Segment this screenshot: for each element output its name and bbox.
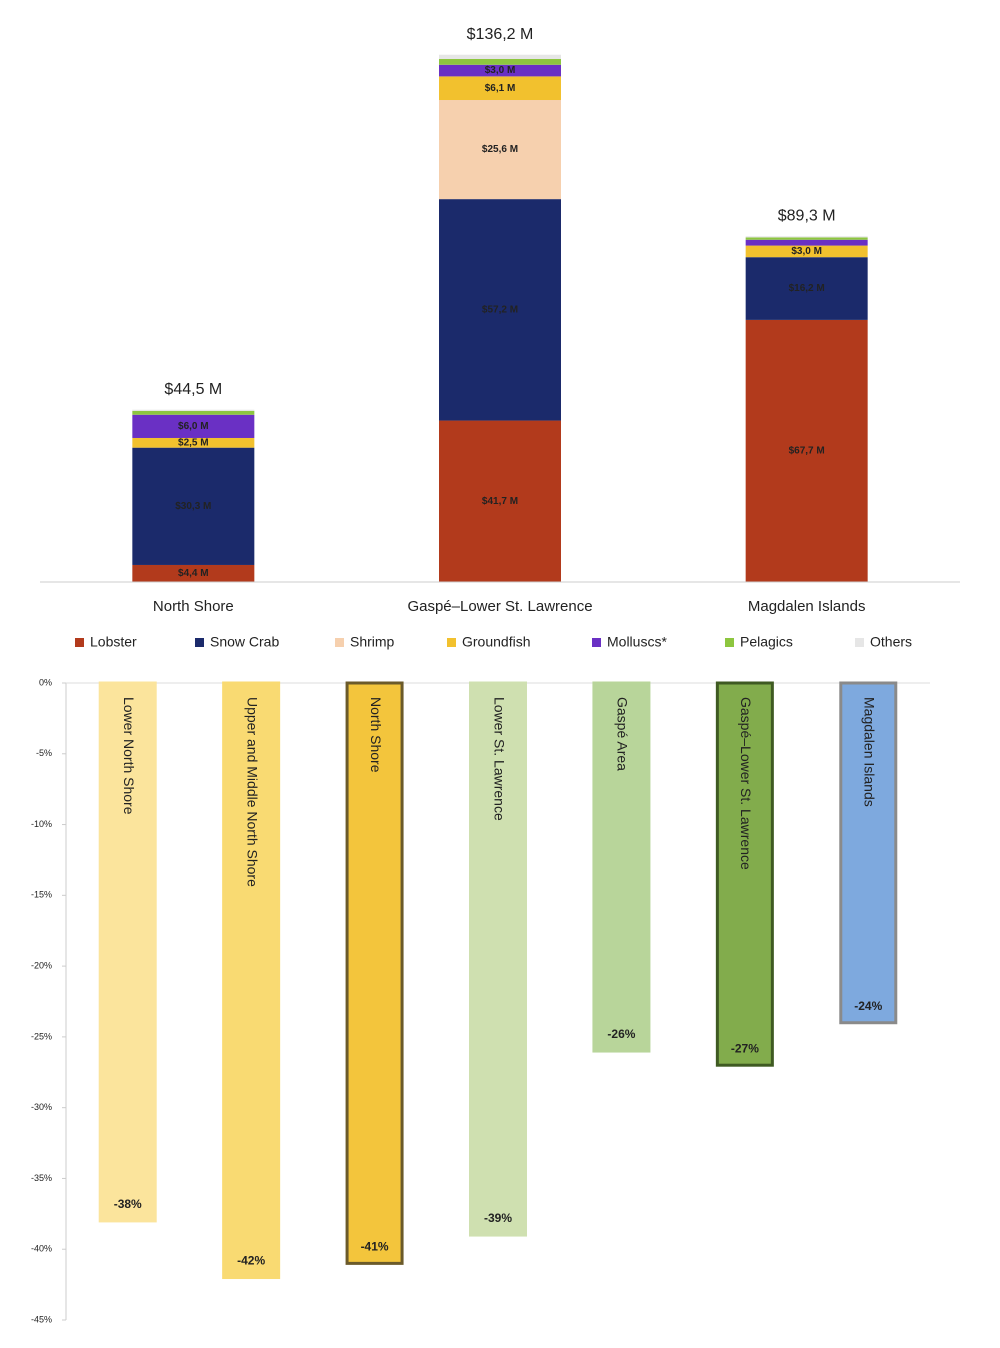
bar xyxy=(592,681,651,1053)
bar-segment xyxy=(745,239,868,246)
segment-label: $57,2 M xyxy=(482,304,518,315)
legend-label: Molluscs* xyxy=(607,634,667,650)
bar-category: Magdalen Islands xyxy=(862,697,878,807)
bar-segment xyxy=(132,410,255,415)
bar-segment xyxy=(439,76,561,101)
segment-label: $3,0 M xyxy=(791,246,822,257)
y-tick-label: -15% xyxy=(31,890,52,900)
bar-segment xyxy=(745,245,868,258)
y-tick-label: -45% xyxy=(31,1314,52,1324)
legend-label: Others xyxy=(870,634,912,650)
bar-segment xyxy=(132,409,255,411)
segment-label: $6,1 M xyxy=(485,83,516,94)
y-tick-label: -10% xyxy=(31,819,52,829)
total-label: $136,2 M xyxy=(467,26,534,43)
value-label: -27% xyxy=(731,1041,759,1055)
y-tick-label: -35% xyxy=(31,1173,52,1183)
value-label: -26% xyxy=(607,1027,635,1041)
legend-label: Groundfish xyxy=(462,634,530,650)
legend-swatch xyxy=(335,638,344,647)
segment-label: $3,0 M xyxy=(485,65,516,76)
bar-segment xyxy=(439,420,561,582)
y-tick-label: -20% xyxy=(31,960,52,970)
segment-label: $25,6 M xyxy=(482,144,518,155)
bar-segment xyxy=(439,54,561,59)
legend-swatch xyxy=(725,638,734,647)
bar xyxy=(98,681,157,1223)
bar-category: Upper and Middle North Shore xyxy=(244,697,260,887)
value-label: -42% xyxy=(237,1254,265,1268)
bar-segment xyxy=(132,437,255,448)
bar-segment xyxy=(745,237,868,240)
bar-category: Lower St. Lawrence xyxy=(491,697,507,821)
bar-category: Lower North Shore xyxy=(121,697,137,815)
y-tick-label: -40% xyxy=(31,1244,52,1254)
bar-segment xyxy=(132,564,255,582)
value-label: -24% xyxy=(854,999,882,1013)
bar xyxy=(345,681,404,1265)
y-tick-label: -25% xyxy=(31,1031,52,1041)
legend-label: Shrimp xyxy=(350,634,395,650)
x-tick-label: North Shore xyxy=(153,598,234,615)
bar xyxy=(715,681,774,1067)
bar xyxy=(469,681,527,1237)
x-tick-label: Gaspé–Lower St. Lawrence xyxy=(407,598,592,615)
bar-category: North Shore xyxy=(368,697,384,773)
bar-category: Gaspé–Lower St. Lawrence xyxy=(738,697,754,870)
value-label: -38% xyxy=(114,1197,142,1211)
y-tick-label: 0% xyxy=(39,677,52,687)
bar-segment xyxy=(439,58,561,65)
bar-category: Gaspé Area xyxy=(615,697,631,771)
value-label: -41% xyxy=(361,1240,389,1254)
legend-swatch xyxy=(855,638,864,647)
bar-segment xyxy=(439,100,561,200)
segment-label: $16,2 M xyxy=(789,283,825,294)
legend-swatch xyxy=(195,638,204,647)
legend-label: Pelagics xyxy=(740,634,793,650)
segment-label: $2,5 M xyxy=(178,437,209,448)
segment-label: $67,7 M xyxy=(789,446,825,457)
legend-swatch xyxy=(75,638,84,647)
segment-label: $41,7 M xyxy=(482,496,518,507)
y-tick-label: -5% xyxy=(36,748,52,758)
total-label: $44,5 M xyxy=(164,381,222,398)
legend-swatch xyxy=(447,638,456,647)
bar-segment xyxy=(745,257,868,320)
legend-label: Snow Crab xyxy=(210,634,279,650)
value-label: -39% xyxy=(484,1211,512,1225)
bar-segment xyxy=(439,64,561,77)
bar xyxy=(839,681,898,1025)
segment-label: $4,4 M xyxy=(178,568,209,579)
total-label: $89,3 M xyxy=(778,208,836,225)
bar xyxy=(222,681,281,1280)
legend-swatch xyxy=(592,638,601,647)
bar-segment xyxy=(439,199,561,421)
legend-label: Lobster xyxy=(90,634,137,650)
bar-segment xyxy=(132,414,255,438)
segment-label: $6,0 M xyxy=(178,421,209,432)
y-tick-label: -30% xyxy=(31,1102,52,1112)
bar-segment xyxy=(745,236,868,238)
bar-segment xyxy=(132,447,255,565)
x-tick-label: Magdalen Islands xyxy=(748,598,866,615)
bar-segment xyxy=(745,319,868,582)
segment-label: $30,3 M xyxy=(175,501,211,512)
